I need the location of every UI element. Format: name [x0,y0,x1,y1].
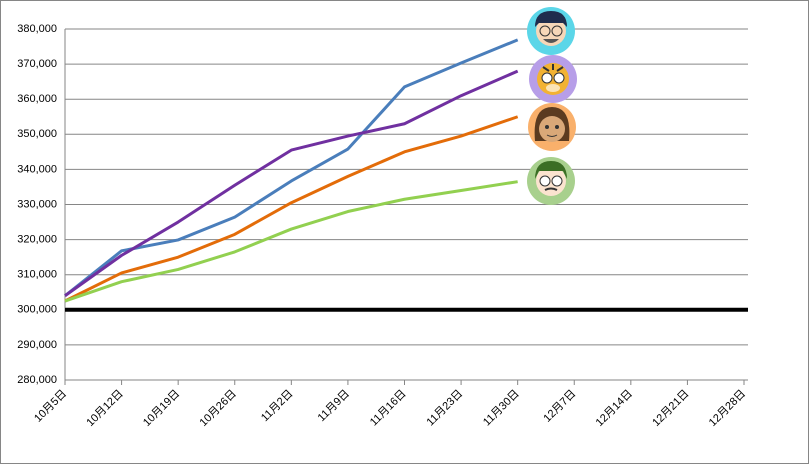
series-line [64,38,519,297]
series-line [64,180,518,303]
y-tick-label: 350,000 [17,128,57,140]
y-tick-label: 280,000 [17,374,57,386]
series-line [64,115,519,303]
y-tick-label: 340,000 [17,163,57,175]
y-tick-label: 370,000 [17,58,57,70]
avatar [529,55,577,103]
avatars [527,7,577,205]
series-line [64,69,519,297]
avatar [527,7,575,55]
y-tick-label: 360,000 [17,93,57,105]
y-tick-label: 300,000 [17,304,57,316]
avatar [528,103,576,151]
y-tick-label: 330,000 [17,198,57,210]
y-tick-label: 380,000 [17,23,57,35]
avatar [527,157,575,205]
y-tick-label: 310,000 [17,269,57,281]
y-tick-label: 290,000 [17,339,57,351]
y-tick-label: 320,000 [17,234,57,246]
